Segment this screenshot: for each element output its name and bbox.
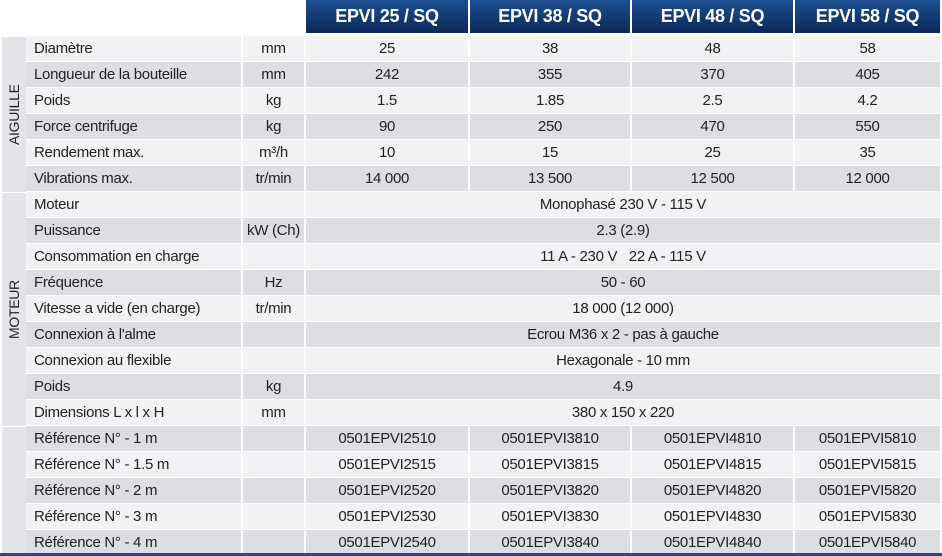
unit: mm — [243, 62, 306, 88]
unit — [243, 192, 306, 218]
row-label: Poids — [26, 88, 243, 114]
unit: tr/min — [243, 296, 306, 322]
row-label: Connexion au flexible — [26, 348, 243, 374]
unit — [243, 322, 306, 348]
value: 0501EPVI2515 — [306, 452, 470, 478]
value: 0501EPVI2530 — [306, 504, 470, 530]
unit: m³/h — [243, 140, 306, 166]
value: 0501EPVI4830 — [632, 504, 795, 530]
value: 11 A - 230 V 22 A - 115 V — [306, 244, 942, 270]
value: 405 — [795, 62, 942, 88]
unit: kg — [243, 88, 306, 114]
value: 25 — [632, 140, 795, 166]
row-label: Poids — [26, 374, 243, 400]
value: 470 — [632, 114, 795, 140]
value: Monophasé 230 V - 115 V — [306, 192, 942, 218]
value: 2.3 (2.9) — [306, 218, 942, 244]
value: Hexagonale - 10 mm — [306, 348, 942, 374]
value: 25 — [306, 36, 470, 62]
row-label: Référence N° - 1.5 m — [26, 452, 243, 478]
value: 90 — [306, 114, 470, 140]
value: 0501EPVI5830 — [795, 504, 942, 530]
unit: tr/min — [243, 166, 306, 192]
row-label: Rendement max. — [26, 140, 243, 166]
value: 2.5 — [632, 88, 795, 114]
value: 14 000 — [306, 166, 470, 192]
value: 242 — [306, 62, 470, 88]
value: 0501EPVI2520 — [306, 478, 470, 504]
unit — [243, 244, 306, 270]
value: 0501EPVI4840 — [632, 530, 795, 556]
value: 1.85 — [470, 88, 632, 114]
unit: kW (Ch) — [243, 218, 306, 244]
value: 380 x 150 x 220 — [306, 400, 942, 426]
column-header: EPVI 58 / SQ — [795, 0, 942, 34]
value: 0501EPVI2510 — [306, 426, 470, 452]
row-label: Connexion à l'alme — [26, 322, 243, 348]
value: 0501EPVI4815 — [632, 452, 795, 478]
value: 0501EPVI4810 — [632, 426, 795, 452]
value: 10 — [306, 140, 470, 166]
row-label: Force centrifuge — [26, 114, 243, 140]
row-label: Dimensions L x l x H — [26, 400, 243, 426]
unit: mm — [243, 400, 306, 426]
unit: kg — [243, 114, 306, 140]
row-label: Référence N° - 2 m — [26, 478, 243, 504]
row-label: Vibrations max. — [26, 166, 243, 192]
group-label: AIGUILLE — [0, 36, 26, 192]
bottom-rule — [0, 553, 942, 556]
value: 4.9 — [306, 374, 942, 400]
value: Ecrou M36 x 2 - pas à gauche — [306, 322, 942, 348]
value: 15 — [470, 140, 632, 166]
row-label: Longueur de la bouteille — [26, 62, 243, 88]
value: 12 000 — [795, 166, 942, 192]
value: 0501EPVI5815 — [795, 452, 942, 478]
value: 0501EPVI5820 — [795, 478, 942, 504]
group-label: MOTEUR — [0, 192, 26, 426]
value: 0501EPVI3810 — [470, 426, 632, 452]
column-header: EPVI 48 / SQ — [632, 0, 795, 34]
value: 355 — [470, 62, 632, 88]
value: 18 000 (12 000) — [306, 296, 942, 322]
value: 0501EPVI3830 — [470, 504, 632, 530]
row-label: Référence N° - 3 m — [26, 504, 243, 530]
row-label: Référence N° - 1 m — [26, 426, 243, 452]
unit: Hz — [243, 270, 306, 296]
value: 1.5 — [306, 88, 470, 114]
value: 0501EPVI3820 — [470, 478, 632, 504]
row-label: Puissance — [26, 218, 243, 244]
row-label: Fréquence — [26, 270, 243, 296]
value: 48 — [632, 36, 795, 62]
value: 4.2 — [795, 88, 942, 114]
value: 0501EPVI4820 — [632, 478, 795, 504]
value: 50 - 60 — [306, 270, 942, 296]
unit — [243, 452, 306, 478]
value: 58 — [795, 36, 942, 62]
row-label: Moteur — [26, 192, 243, 218]
value: 0501EPVI5810 — [795, 426, 942, 452]
unit — [243, 504, 306, 530]
unit: mm — [243, 36, 306, 62]
value: 13 500 — [470, 166, 632, 192]
row-label: Consommation en charge — [26, 244, 243, 270]
value: 35 — [795, 140, 942, 166]
column-header: EPVI 38 / SQ — [470, 0, 632, 34]
row-label: Diamètre — [26, 36, 243, 62]
value: 38 — [470, 36, 632, 62]
row-label: Vitesse a vide (en charge) — [26, 296, 243, 322]
unit — [243, 348, 306, 374]
value: 12 500 — [632, 166, 795, 192]
unit: kg — [243, 374, 306, 400]
value: 250 — [470, 114, 632, 140]
group-label — [0, 426, 26, 556]
value: 0501EPVI3815 — [470, 452, 632, 478]
unit — [243, 426, 306, 452]
value: 370 — [632, 62, 795, 88]
value: 550 — [795, 114, 942, 140]
column-header: EPVI 25 / SQ — [306, 0, 470, 34]
row-label: Référence N° - 4 m — [26, 530, 243, 556]
unit — [243, 478, 306, 504]
